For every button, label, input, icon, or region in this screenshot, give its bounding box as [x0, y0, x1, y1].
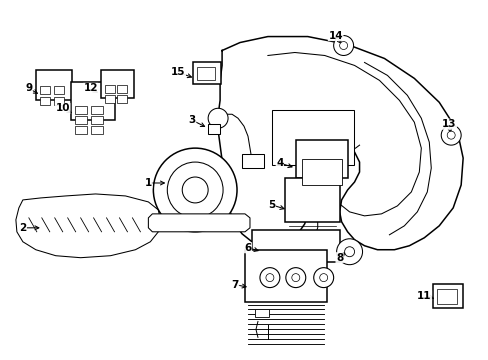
Circle shape	[167, 162, 223, 218]
Circle shape	[260, 268, 279, 288]
Bar	[242, 154, 264, 168]
Circle shape	[291, 274, 299, 282]
Text: 2: 2	[19, 223, 26, 233]
Text: 15: 15	[171, 67, 185, 77]
Text: 7: 7	[231, 280, 238, 289]
Circle shape	[447, 131, 454, 139]
Bar	[254, 310, 268, 318]
Bar	[251, 230, 339, 262]
Text: 9: 9	[25, 84, 32, 93]
Bar	[90, 126, 102, 134]
Circle shape	[285, 268, 305, 288]
Text: 14: 14	[327, 31, 342, 41]
Text: 12: 12	[83, 84, 98, 93]
Bar	[104, 95, 114, 103]
Bar	[301, 159, 341, 185]
Circle shape	[313, 268, 333, 288]
Circle shape	[182, 177, 208, 203]
Text: 11: 11	[416, 291, 431, 301]
Bar	[193, 62, 221, 84]
Bar	[271, 110, 353, 165]
Bar	[90, 116, 102, 124]
Circle shape	[265, 274, 273, 282]
Bar	[432, 284, 462, 307]
Bar	[71, 82, 114, 120]
Bar	[436, 289, 456, 303]
Bar	[197, 67, 215, 80]
Bar	[101, 71, 134, 98]
Bar	[40, 86, 50, 94]
Text: 5: 5	[268, 200, 275, 210]
Circle shape	[339, 41, 347, 50]
Circle shape	[344, 247, 354, 257]
Bar	[54, 86, 63, 94]
Text: 6: 6	[244, 243, 251, 253]
Text: 3: 3	[188, 115, 195, 125]
Bar	[90, 106, 102, 114]
Bar	[117, 85, 127, 93]
Text: 8: 8	[335, 253, 343, 263]
Bar	[75, 106, 86, 114]
Circle shape	[333, 36, 353, 55]
Bar	[40, 97, 50, 105]
Bar	[295, 140, 347, 178]
Bar	[285, 178, 339, 222]
Circle shape	[153, 148, 237, 232]
Bar	[208, 124, 220, 134]
Bar	[244, 250, 326, 302]
Text: 10: 10	[55, 103, 70, 113]
Bar	[104, 85, 114, 93]
Bar	[54, 97, 63, 105]
Bar	[117, 95, 127, 103]
Circle shape	[319, 274, 327, 282]
Text: 4: 4	[276, 158, 283, 168]
Bar	[75, 126, 86, 134]
Circle shape	[440, 125, 460, 145]
Text: 1: 1	[144, 178, 152, 188]
Polygon shape	[16, 194, 160, 258]
Text: 13: 13	[441, 119, 455, 129]
Polygon shape	[148, 214, 249, 232]
Circle shape	[336, 239, 362, 265]
Bar	[75, 116, 86, 124]
Bar	[36, 71, 72, 100]
Circle shape	[208, 108, 227, 128]
